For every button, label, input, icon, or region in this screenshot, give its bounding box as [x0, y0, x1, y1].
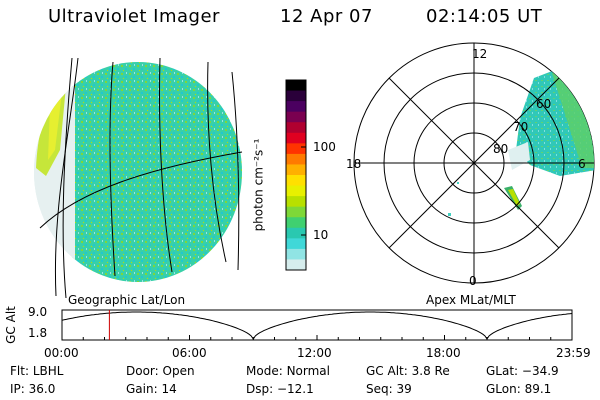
app-title: Ultraviolet Imager — [48, 6, 220, 27]
colorbar — [285, 79, 307, 271]
colorbar-tick-10: 10 — [313, 228, 329, 242]
time-tick-0600: 06:00 — [172, 346, 207, 360]
time-tick-0000: 00:00 — [44, 346, 79, 360]
colorbar-segment — [286, 80, 306, 92]
colorbar-segment — [286, 227, 306, 239]
alt-ytick-low: 1.8 — [28, 326, 48, 340]
status-gc-alt: GC Alt: 3.8 Re — [366, 364, 450, 378]
mlt-label-18: 18 — [346, 157, 362, 171]
time-tick-1200: 12:00 — [297, 346, 332, 360]
status-dsp: Dsp: −12.1 — [246, 382, 314, 396]
polar-plot — [353, 42, 595, 284]
left-panel-caption: Geographic Lat/Lon — [68, 293, 186, 307]
colorbar-tick-100: 100 — [313, 140, 336, 154]
colorbar-segment — [286, 164, 306, 176]
mlt-label-0: 0 — [469, 274, 477, 288]
colorbar-segment — [286, 153, 306, 165]
colorbar-segment — [286, 175, 306, 187]
time-tick-2359: 23:59 — [556, 346, 591, 360]
colorbar-label: photon cm⁻²s⁻¹ — [251, 138, 266, 232]
altitude-strip — [61, 309, 573, 341]
colorbar-segment — [286, 101, 306, 113]
alt-ytick-high: 9.0 — [28, 305, 48, 319]
colorbar-segment — [286, 185, 306, 197]
status-mode: Mode: Normal — [246, 364, 330, 378]
colorbar-segment — [286, 248, 306, 260]
polar-grid — [354, 43, 594, 283]
status-seq: Seq: 39 — [366, 382, 412, 396]
colorbar-segment — [286, 111, 306, 123]
colorbar-segment — [286, 122, 306, 134]
status-ip: IP: 36.0 — [10, 382, 56, 396]
colorbar-segment — [286, 259, 306, 271]
status-glon: GLon: 89.1 — [486, 382, 552, 396]
lat-label-60: 60 — [536, 97, 552, 111]
mlt-label-6: 6 — [578, 157, 586, 171]
status-glat: GLat: −34.9 — [486, 364, 559, 378]
lat-label-70: 70 — [513, 120, 529, 134]
time-label: 02:14:05 UT — [426, 6, 543, 27]
colorbar-segment — [286, 90, 306, 102]
colorbar-segment — [286, 132, 306, 144]
polar-caption: Apex MLat/MLT — [426, 293, 516, 307]
lat-label-80: 80 — [493, 142, 509, 156]
colorbar-segment — [286, 206, 306, 218]
left-image-disk — [34, 57, 243, 299]
colorbar-segment — [286, 196, 306, 208]
date-label: 12 Apr 07 — [280, 6, 373, 27]
colorbar-segment — [286, 143, 306, 155]
status-gain: Gain: 14 — [126, 382, 177, 396]
status-door: Door: Open — [126, 364, 195, 378]
status-flt: Flt: LBHL — [10, 364, 64, 378]
geo-graticule — [39, 57, 243, 299]
time-tick-1800: 18:00 — [426, 346, 461, 360]
colorbar-segment — [286, 238, 306, 250]
colorbar-segment — [286, 217, 306, 229]
mlt-label-12: 12 — [472, 47, 488, 61]
alt-ylabel: GC Alt — [3, 306, 18, 344]
